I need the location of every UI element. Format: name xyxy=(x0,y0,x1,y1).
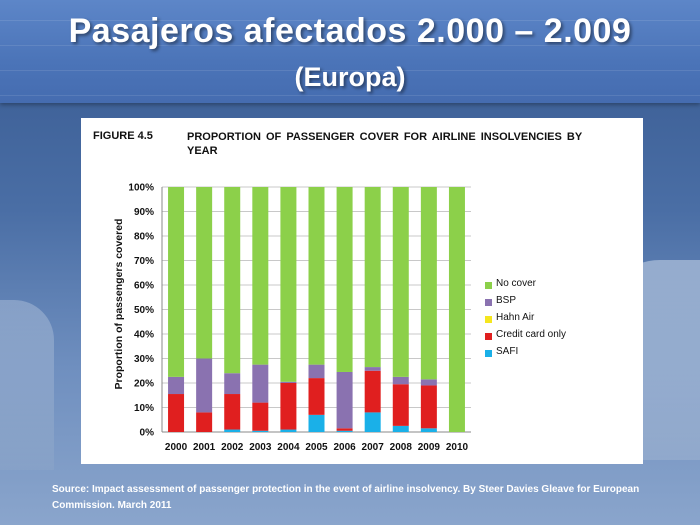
bar-credit-card-only-2003 xyxy=(252,402,269,431)
bar-no-cover-2009 xyxy=(420,187,437,380)
bar-credit-card-only-2009 xyxy=(420,385,437,429)
bar-bsp-2009 xyxy=(420,379,437,386)
bar-bsp-2006 xyxy=(336,371,353,429)
chart-panel: FIGURE 4.5 PROPORTION OF PASSENGER COVER… xyxy=(81,118,643,464)
bar-no-cover-2000 xyxy=(168,187,185,377)
bar-safi-2005 xyxy=(308,414,325,432)
legend-swatch xyxy=(485,350,492,357)
x-tick-label: 2000 xyxy=(165,442,188,453)
bar-bsp-2000 xyxy=(168,376,185,395)
legend-swatch xyxy=(485,333,492,340)
legend-swatch xyxy=(485,316,492,323)
decor-line xyxy=(0,70,700,71)
y-tick-label: 0% xyxy=(140,428,155,439)
x-tick-label: 2006 xyxy=(333,442,356,453)
bar-no-cover-2003 xyxy=(252,187,269,365)
y-tick-label: 90% xyxy=(134,207,154,218)
bar-no-cover-2010 xyxy=(448,187,465,432)
legend-label: BSP xyxy=(496,295,517,306)
bar-safi-2008 xyxy=(392,425,409,432)
bar-credit-card-only-2008 xyxy=(392,384,409,426)
background-airplane-image xyxy=(0,300,54,470)
bar-credit-card-only-2005 xyxy=(308,378,325,415)
y-tick-label: 50% xyxy=(134,305,154,316)
y-tick-label: 70% xyxy=(134,256,154,267)
legend-label: SAFI xyxy=(496,346,519,357)
header-band xyxy=(0,0,700,103)
legend-label: Credit card only xyxy=(496,329,567,340)
bar-no-cover-2007 xyxy=(364,187,381,368)
figure-title: PROPORTION OF PASSENGER COVER FOR AIRLIN… xyxy=(187,131,582,157)
y-tick-label: 10% xyxy=(134,403,154,414)
bar-bsp-2001 xyxy=(196,358,213,413)
decor-line xyxy=(0,20,700,21)
bar-credit-card-only-2007 xyxy=(364,370,381,413)
bar-bsp-2007 xyxy=(364,367,381,371)
legend-label: No cover xyxy=(496,278,537,289)
legend-label: Hahn Air xyxy=(496,312,535,323)
bar-bsp-2004 xyxy=(280,381,297,383)
bar-no-cover-2001 xyxy=(196,187,213,359)
x-tick-label: 2001 xyxy=(193,442,216,453)
x-tick-label: 2005 xyxy=(305,442,328,453)
legend-swatch xyxy=(485,282,492,289)
y-tick-label: 30% xyxy=(134,354,154,365)
x-tick-label: 2010 xyxy=(446,442,469,453)
figure-label: FIGURE 4.5 xyxy=(93,130,153,142)
bar-credit-card-only-2006 xyxy=(336,428,353,431)
decor-line xyxy=(0,45,700,46)
y-tick-label: 60% xyxy=(134,281,154,292)
decor-line xyxy=(0,95,700,96)
legend-swatch xyxy=(485,299,492,306)
bar-no-cover-2006 xyxy=(336,187,353,372)
y-tick-label: 40% xyxy=(134,330,154,341)
bar-no-cover-2004 xyxy=(280,187,297,382)
bar-credit-card-only-2002 xyxy=(224,394,241,430)
slide-subtitle: (Europa) xyxy=(294,62,406,92)
bar-bsp-2003 xyxy=(252,364,269,403)
bar-safi-2002 xyxy=(224,429,241,432)
bar-safi-2003 xyxy=(252,430,269,432)
source-note: Source: Impact assessment of passenger p… xyxy=(52,484,640,511)
y-tick-label: 100% xyxy=(128,183,154,194)
bar-bsp-2005 xyxy=(308,364,325,379)
x-tick-label: 2007 xyxy=(362,442,385,453)
x-tick-label: 2003 xyxy=(249,442,272,453)
bar-safi-2006 xyxy=(336,430,353,432)
y-tick-label: 80% xyxy=(134,232,154,243)
x-tick-label: 2002 xyxy=(221,442,244,453)
bar-credit-card-only-2000 xyxy=(168,394,185,432)
x-tick-label: 2004 xyxy=(277,442,300,453)
bar-safi-2004 xyxy=(280,429,297,432)
bar-no-cover-2002 xyxy=(224,187,241,374)
slide-title: Pasajeros afectados 2.000 – 2.009 xyxy=(68,12,632,50)
bar-credit-card-only-2004 xyxy=(280,383,297,430)
stacked-bar-chart: 0% 10% 20% 30% 40% 50% 60% 70% 80% 90% 100% 2000 200… xyxy=(128,183,471,453)
bar-credit-card-only-2001 xyxy=(196,412,213,432)
x-tick-label: 2008 xyxy=(390,442,413,453)
y-tick-label: 20% xyxy=(134,379,154,390)
bar-safi-2007 xyxy=(364,412,381,432)
x-tick-label: 2009 xyxy=(418,442,441,453)
bar-safi-2009 xyxy=(420,428,437,432)
bar-bsp-2008 xyxy=(392,376,409,385)
bar-no-cover-2008 xyxy=(392,187,409,377)
bar-bsp-2002 xyxy=(224,373,241,395)
bar-no-cover-2005 xyxy=(308,187,325,365)
